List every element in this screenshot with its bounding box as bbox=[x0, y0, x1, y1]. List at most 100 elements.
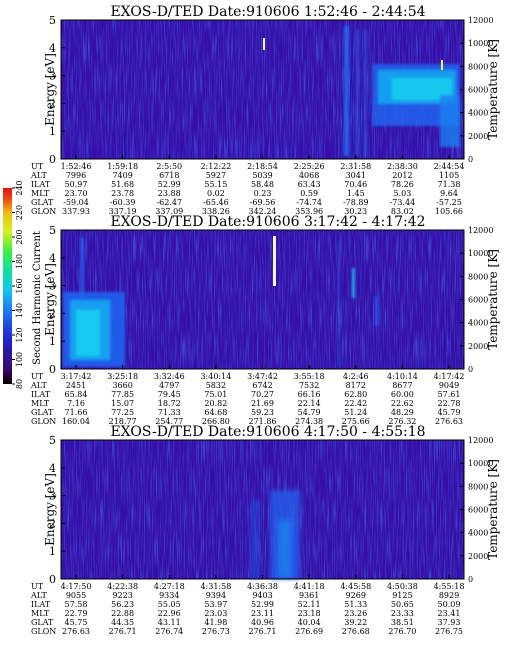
orbit-table-cell: 22.78 bbox=[438, 399, 461, 408]
orbit-table-cell: 8677 bbox=[392, 381, 412, 390]
right-y-tick-label: 12000 bbox=[468, 436, 493, 445]
orbit-table-cell: 40.96 bbox=[251, 618, 274, 627]
right-y-tick-label: 0 bbox=[468, 365, 473, 374]
orbit-table-cell: 50.97 bbox=[65, 180, 88, 189]
colorbar-ticks: 80 100 120 140 160 180 200 220 240 bbox=[12, 180, 24, 389]
orbit-table-cell: 2:44:54 bbox=[434, 162, 465, 171]
colorbar-tick-label: 160 bbox=[15, 278, 24, 293]
orbit-table-row-label: GLON bbox=[31, 627, 56, 636]
right-y-tick-label: 8000 bbox=[468, 272, 488, 281]
orbit-table-cell: 271.86 bbox=[249, 417, 277, 426]
right-y-tick-label: 2000 bbox=[468, 132, 488, 141]
orbit-table-cell: 4:31:58 bbox=[200, 582, 231, 591]
orbit-table-cell: 53.97 bbox=[204, 600, 227, 609]
orbit-table-cell: -74.74 bbox=[296, 198, 322, 207]
orbit-table-cell: 4:2:46 bbox=[343, 372, 369, 381]
orbit-table-cell: 342.24 bbox=[249, 207, 277, 216]
colorbar-tick-label: 200 bbox=[15, 229, 24, 244]
orbit-table-cell: 353.96 bbox=[295, 207, 323, 216]
orbit-table-cell: 37.93 bbox=[438, 618, 461, 627]
colorbar-tick-label: 80 bbox=[15, 379, 24, 389]
orbit-table-cell: 5832 bbox=[206, 381, 226, 390]
y-tick-label: 5 bbox=[49, 434, 56, 447]
orbit-table-cell: 48.29 bbox=[391, 408, 414, 417]
y-tick-label: 4 bbox=[49, 42, 56, 55]
right-y-tick-label: 10000 bbox=[468, 39, 493, 48]
right-y-tick-label: 4000 bbox=[468, 109, 488, 118]
orbit-table-cell: 52.11 bbox=[298, 600, 321, 609]
orbit-table-cell: 160.04 bbox=[62, 417, 90, 426]
orbit-table-cell: 2451 bbox=[66, 381, 86, 390]
orbit-table-row-label: MLT bbox=[31, 189, 50, 198]
y-tick-label: 1 bbox=[49, 125, 56, 138]
orbit-table-cell: 337.93 bbox=[62, 207, 90, 216]
orbit-table-cell: 276.32 bbox=[388, 417, 416, 426]
orbit-table-cell: 71.33 bbox=[158, 408, 181, 417]
right-y-tick-label: 4000 bbox=[468, 319, 488, 328]
orbit-table-cell: 23.41 bbox=[438, 609, 461, 618]
orbit-table-cell: 276.73 bbox=[202, 627, 230, 636]
orbit-table-cell: 40.04 bbox=[298, 618, 321, 627]
orbit-table-cell: 4:45:58 bbox=[340, 582, 371, 591]
orbit-table-cell: 4:50:38 bbox=[387, 582, 418, 591]
orbit-table-cell: 30.23 bbox=[344, 207, 367, 216]
orbit-table-cell: 8929 bbox=[439, 591, 459, 600]
orbit-table-cell: 3:55:18 bbox=[294, 372, 325, 381]
feature-spike bbox=[273, 236, 276, 286]
colorbar-tick-label: 120 bbox=[15, 327, 24, 342]
feature-streak bbox=[80, 238, 84, 298]
y-tick-label: 0 bbox=[49, 363, 56, 376]
orbit-table-cell: 9269 bbox=[346, 591, 366, 600]
orbit-table-cell: 55.05 bbox=[158, 600, 181, 609]
colorbar-label: Second Harmonic Current bbox=[32, 231, 43, 365]
orbit-table-cell: 6718 bbox=[159, 171, 179, 180]
orbit-table-cell: 3:47:42 bbox=[247, 372, 278, 381]
orbit-table-cell: 6742 bbox=[252, 381, 272, 390]
orbit-table-cell: 2:12:22 bbox=[200, 162, 231, 171]
orbit-table-cell: 7.16 bbox=[67, 399, 85, 408]
orbit-table-cell: 4:27:18 bbox=[154, 582, 185, 591]
y-tick-label: 1 bbox=[49, 545, 56, 558]
orbit-table-cell: 71.66 bbox=[65, 408, 88, 417]
orbit-table-cell: 75.01 bbox=[204, 390, 227, 399]
orbit-table-cell: 56.23 bbox=[111, 600, 134, 609]
orbit-table-cell: 50.65 bbox=[391, 600, 414, 609]
orbit-table-cell: 3:25:18 bbox=[107, 372, 138, 381]
y-axis-label: Energy [eV] bbox=[43, 473, 57, 546]
orbit-table-cell: 22.42 bbox=[344, 399, 367, 408]
plot-noise bbox=[61, 440, 464, 579]
feature-streak bbox=[250, 500, 260, 579]
orbit-table-cell: 275.66 bbox=[342, 417, 370, 426]
right-y-tick-label: 10000 bbox=[468, 249, 493, 258]
right-y-axis-label: Temperature [K] bbox=[486, 39, 500, 140]
orbit-table-cell: 44.35 bbox=[111, 618, 134, 627]
orbit-table-cell: 276.68 bbox=[342, 627, 370, 636]
orbit-table-cell: 45.79 bbox=[438, 408, 461, 417]
orbit-table-cell: 4068 bbox=[299, 171, 319, 180]
orbit-table-cell: 23.11 bbox=[251, 609, 274, 618]
orbit-table-cell: 60.00 bbox=[391, 390, 414, 399]
y-tick-label: 3 bbox=[49, 490, 56, 503]
orbit-table-cell: 4:10:14 bbox=[387, 372, 418, 381]
feature-spike bbox=[441, 60, 443, 70]
y-tick-label: 0 bbox=[49, 153, 56, 166]
feature-band bbox=[278, 520, 292, 579]
orbit-table-cell: 0.02 bbox=[207, 189, 225, 198]
orbit-table-cell: 63.43 bbox=[298, 180, 321, 189]
y-tick-label: 5 bbox=[49, 224, 56, 237]
orbit-table-row-label: GLON bbox=[31, 207, 56, 216]
orbit-table-cell: 9.64 bbox=[440, 189, 458, 198]
right-y-tick-label: 12000 bbox=[468, 226, 493, 235]
orbit-table-cell: 22.79 bbox=[65, 609, 88, 618]
orbit-table-cell: 9361 bbox=[299, 591, 319, 600]
right-y-tick-label: 2000 bbox=[468, 342, 488, 351]
y-tick-label: 5 bbox=[49, 14, 56, 27]
orbit-table-cell: 22.14 bbox=[298, 399, 321, 408]
orbit-table-cell: -73.44 bbox=[390, 198, 416, 207]
orbit-table-cell: 51.68 bbox=[111, 180, 134, 189]
orbit-table-cell: 276.71 bbox=[109, 627, 137, 636]
colorbar-gradient bbox=[3, 188, 12, 384]
orbit-table-cell: 9334 bbox=[159, 591, 179, 600]
orbit-table-cell: 9049 bbox=[439, 381, 459, 390]
